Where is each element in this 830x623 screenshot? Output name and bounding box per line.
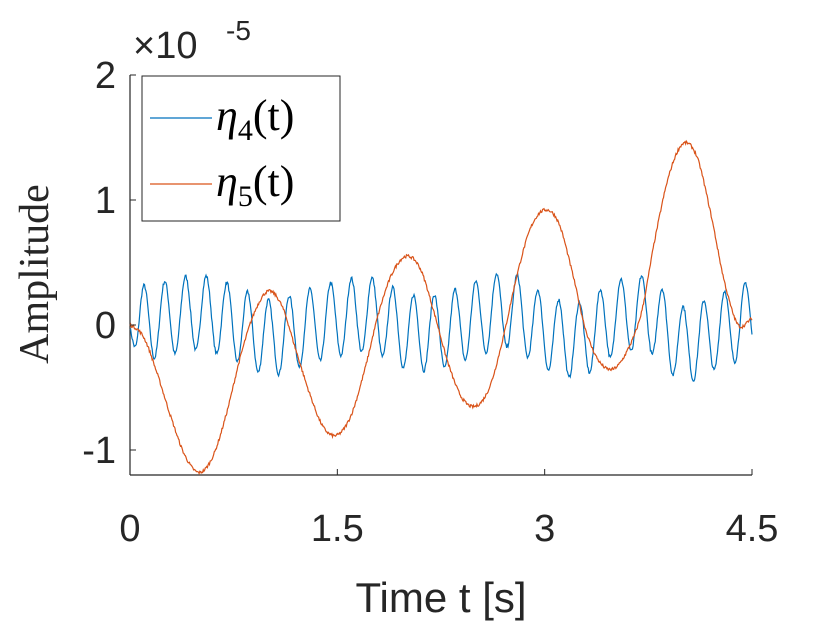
y-tick-label: 2 — [95, 55, 116, 97]
x-axis-title: Time t [s] — [355, 574, 526, 621]
y-axis-title: Amplitude — [12, 184, 58, 364]
y-ticks: -1 0 1 2 — [82, 55, 136, 472]
legend: η4(t) η5(t) — [141, 75, 341, 222]
y-exponent-power: -5 — [226, 15, 251, 46]
y-exponent-base: ×10 — [133, 25, 197, 67]
legend-eta5-base: η — [216, 157, 238, 206]
legend-eta5-tail: (t) — [253, 157, 295, 206]
y-exponent: ×10 -5 — [133, 15, 251, 67]
series-line-eta4 — [129, 272, 753, 382]
legend-box — [141, 75, 341, 222]
series-line-eta5 — [129, 139, 753, 476]
legend-label-eta4: η4(t) — [216, 91, 294, 147]
legend-eta4-base: η — [216, 91, 238, 140]
legend-eta5-sub: 5 — [238, 180, 253, 213]
legend-eta4-tail: (t) — [253, 91, 295, 140]
x-tick-label: 1.5 — [311, 508, 364, 550]
y-tick-label: 1 — [95, 180, 116, 222]
x-tick-label: 3 — [534, 508, 555, 550]
y-tick-label: 0 — [95, 305, 116, 347]
legend-eta4-sub: 4 — [238, 114, 253, 147]
x-tick-label: 0 — [119, 508, 140, 550]
x-tick-label: 4.5 — [726, 508, 779, 550]
legend-label-eta5: η5(t) — [216, 157, 294, 213]
y-tick-label: -1 — [82, 430, 116, 472]
x-ticks: 0 1.5 3 4.5 — [119, 469, 778, 550]
